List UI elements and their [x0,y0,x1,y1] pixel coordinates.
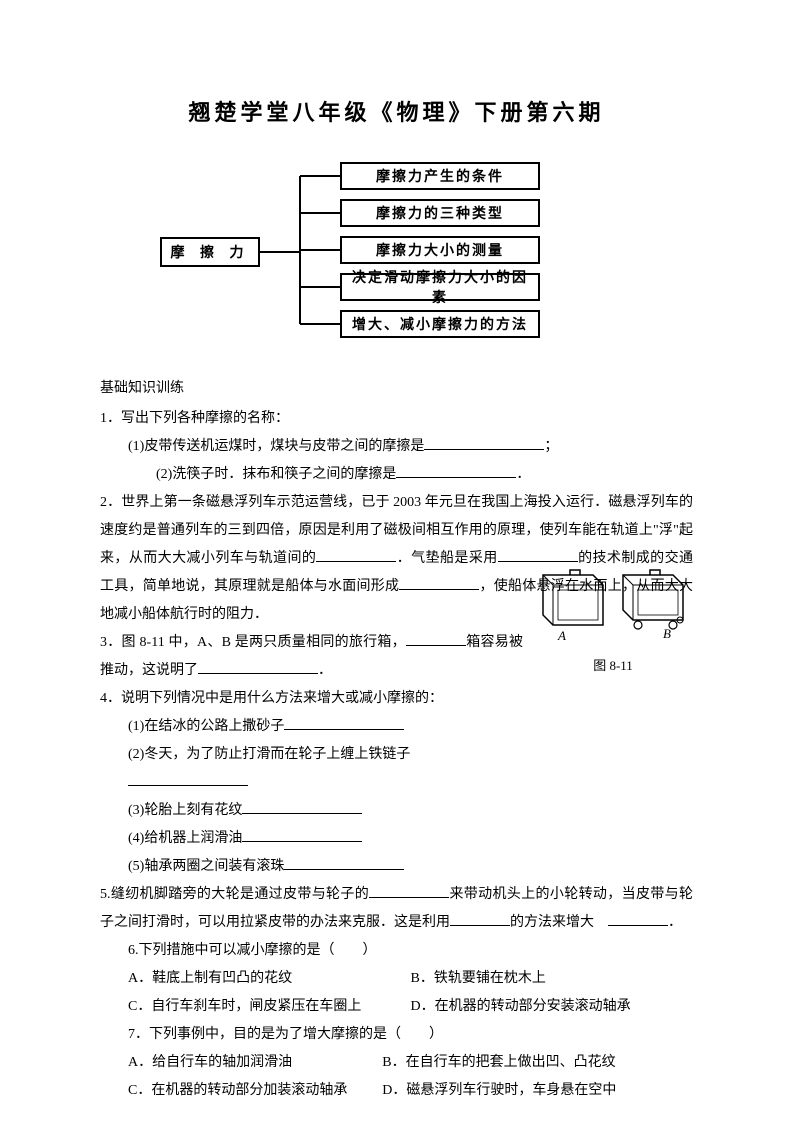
q7-opt-d: D．磁悬浮列车行驶时，车身悬在空中 [382,1077,693,1105]
q4-sub5: (5)轴承两圈之间装有滚珠 [100,853,523,881]
q4-sub1: (1)在结冰的公路上撒砂子 [100,713,523,741]
question-6: 6.下列措施中可以减小摩擦的是（ ） A．鞋底上制有凹凸的花纹 B．铁轨要铺在枕… [100,937,693,1021]
q4-sub3-text: (3)轮胎上刻有花纹 [128,803,242,818]
label-b: B [663,626,671,641]
section-title: 基础知识训练 [100,377,693,397]
q4-sub2-blank [100,769,523,797]
q3-pre: 3．图 8-11 中，A、B 是两只质量相同的旅行箱， [100,635,406,650]
q5-post: ． [668,915,682,930]
q7-opt-a: A．给自行车的轴加润滑油 [128,1049,382,1077]
q6-stem: 6.下列措施中可以减小摩擦的是（ ） [128,937,693,965]
q1-sub2-pre: (2)洗筷子时．抹布和筷子之间的摩擦是 [156,467,396,482]
suitcase-illustration: A B [533,560,693,645]
q6-opt-b: B．铁轨要铺在枕木上 [411,965,694,993]
diagram-child-3: 摩擦力大小的测量 [340,236,540,264]
concept-diagram: 摩 擦 力 摩擦力产生的条件 摩擦力的三种类型 摩擦力大小的测量 决定滑动摩擦力… [100,157,693,357]
q4-sub1-text: (1)在结冰的公路上撒砂子 [128,719,284,734]
q6-options: A．鞋底上制有凹凸的花纹 B．铁轨要铺在枕木上 C．自行车刹车时，闸皮紧压在车圈… [128,965,693,1021]
diagram-child-2: 摩擦力的三种类型 [340,199,540,227]
blank [316,548,396,562]
blank [198,660,318,674]
q6-opt-d: D．在机器的转动部分安装滚动轴承 [411,993,694,1021]
q7-opt-c: C．在机器的转动部分加装滚动轴承 [128,1077,382,1105]
question-1: 1．写出下列各种摩擦的名称： (1)皮带传送机运煤时，煤块与皮带之间的摩擦是； … [100,405,693,489]
figure-caption: 图 8-11 [533,655,693,674]
q3-post: ． [318,663,332,678]
q1-sub2: (2)洗筷子时．抹布和筷子之间的摩擦是 ． [100,461,693,489]
q2-mid1: ．气垫船是采用 [396,551,497,566]
diagram-child-4: 决定滑动摩擦力大小的因素 [340,273,540,301]
diagram-child-1: 摩擦力产生的条件 [340,162,540,190]
q4-stem: 4．说明下列情况中是用什么方法来增大或减小摩擦的： [100,685,523,713]
q7-opt-b: B．在自行车的把套上做出凹、凸花纹 [382,1049,693,1077]
blank [450,912,510,926]
question-4: 4．说明下列情况中是用什么方法来增大或减小摩擦的： (1)在结冰的公路上撒砂子 … [100,685,693,881]
q4-sub4: (4)给机器上润滑油 [100,825,523,853]
blank [284,856,404,870]
q6-opt-a: A．鞋底上制有凹凸的花纹 [128,965,411,993]
q1-sub1: (1)皮带传送机运煤时，煤块与皮带之间的摩擦是 ； [100,433,693,461]
q4-sub5-text: (5)轴承两圈之间装有滚珠 [128,859,284,874]
blank [396,464,516,478]
q4-sub3: (3)轮胎上刻有花纹 [100,797,523,825]
blank [128,772,248,786]
q6-opt-c: C．自行车刹车时，闸皮紧压在车圈上 [128,993,411,1021]
q4-sub4-text: (4)给机器上润滑油 [128,831,242,846]
blank [242,800,362,814]
figure-8-11: A B 图 8-11 [533,560,693,674]
blank [242,828,362,842]
question-5: 5.缝纫机脚踏旁的大轮是通过皮带与轮子的来带动机头上的小轮转动，当皮带与轮子之间… [100,881,693,937]
q1-sub2-post: ． [516,467,530,482]
q5-mid2: 的方法来增大 [510,915,594,930]
blank [284,716,404,730]
blank [406,632,466,646]
blank [399,576,479,590]
label-a: A [557,628,566,643]
blank [369,884,449,898]
q7-options: A．给自行车的轴加润滑油 B．在自行车的把套上做出凹、凸花纹 C．在机器的转动部… [128,1049,693,1105]
q5-pre: 5.缝纫机脚踏旁的大轮是通过皮带与轮子的 [100,887,369,902]
q4-sub2: (2)冬天，为了防止打滑而在轮子上缠上铁链子 [100,741,523,769]
question-7: 7．下列事例中，目的是为了增大摩擦的是（ ） A．给自行车的轴加润滑油 B．在自… [100,1021,693,1105]
blank [608,912,668,926]
q1-sub1-pre: (1)皮带传送机运煤时，煤块与皮带之间的摩擦是 [128,439,424,454]
q1-sub1-post: ； [544,439,558,454]
diagram-child-5: 增大、减小摩擦力的方法 [340,310,540,338]
q1-stem: 1．写出下列各种摩擦的名称： [100,405,693,433]
page-title: 翘楚学堂八年级《物理》下册第六期 [100,95,693,127]
blank [424,436,544,450]
q7-stem: 7．下列事例中，目的是为了增大摩擦的是（ ） [128,1021,693,1049]
q4-sub2-text: (2)冬天，为了防止打滑而在轮子上缠上铁链子 [128,747,410,762]
diagram-root: 摩 擦 力 [160,237,260,267]
